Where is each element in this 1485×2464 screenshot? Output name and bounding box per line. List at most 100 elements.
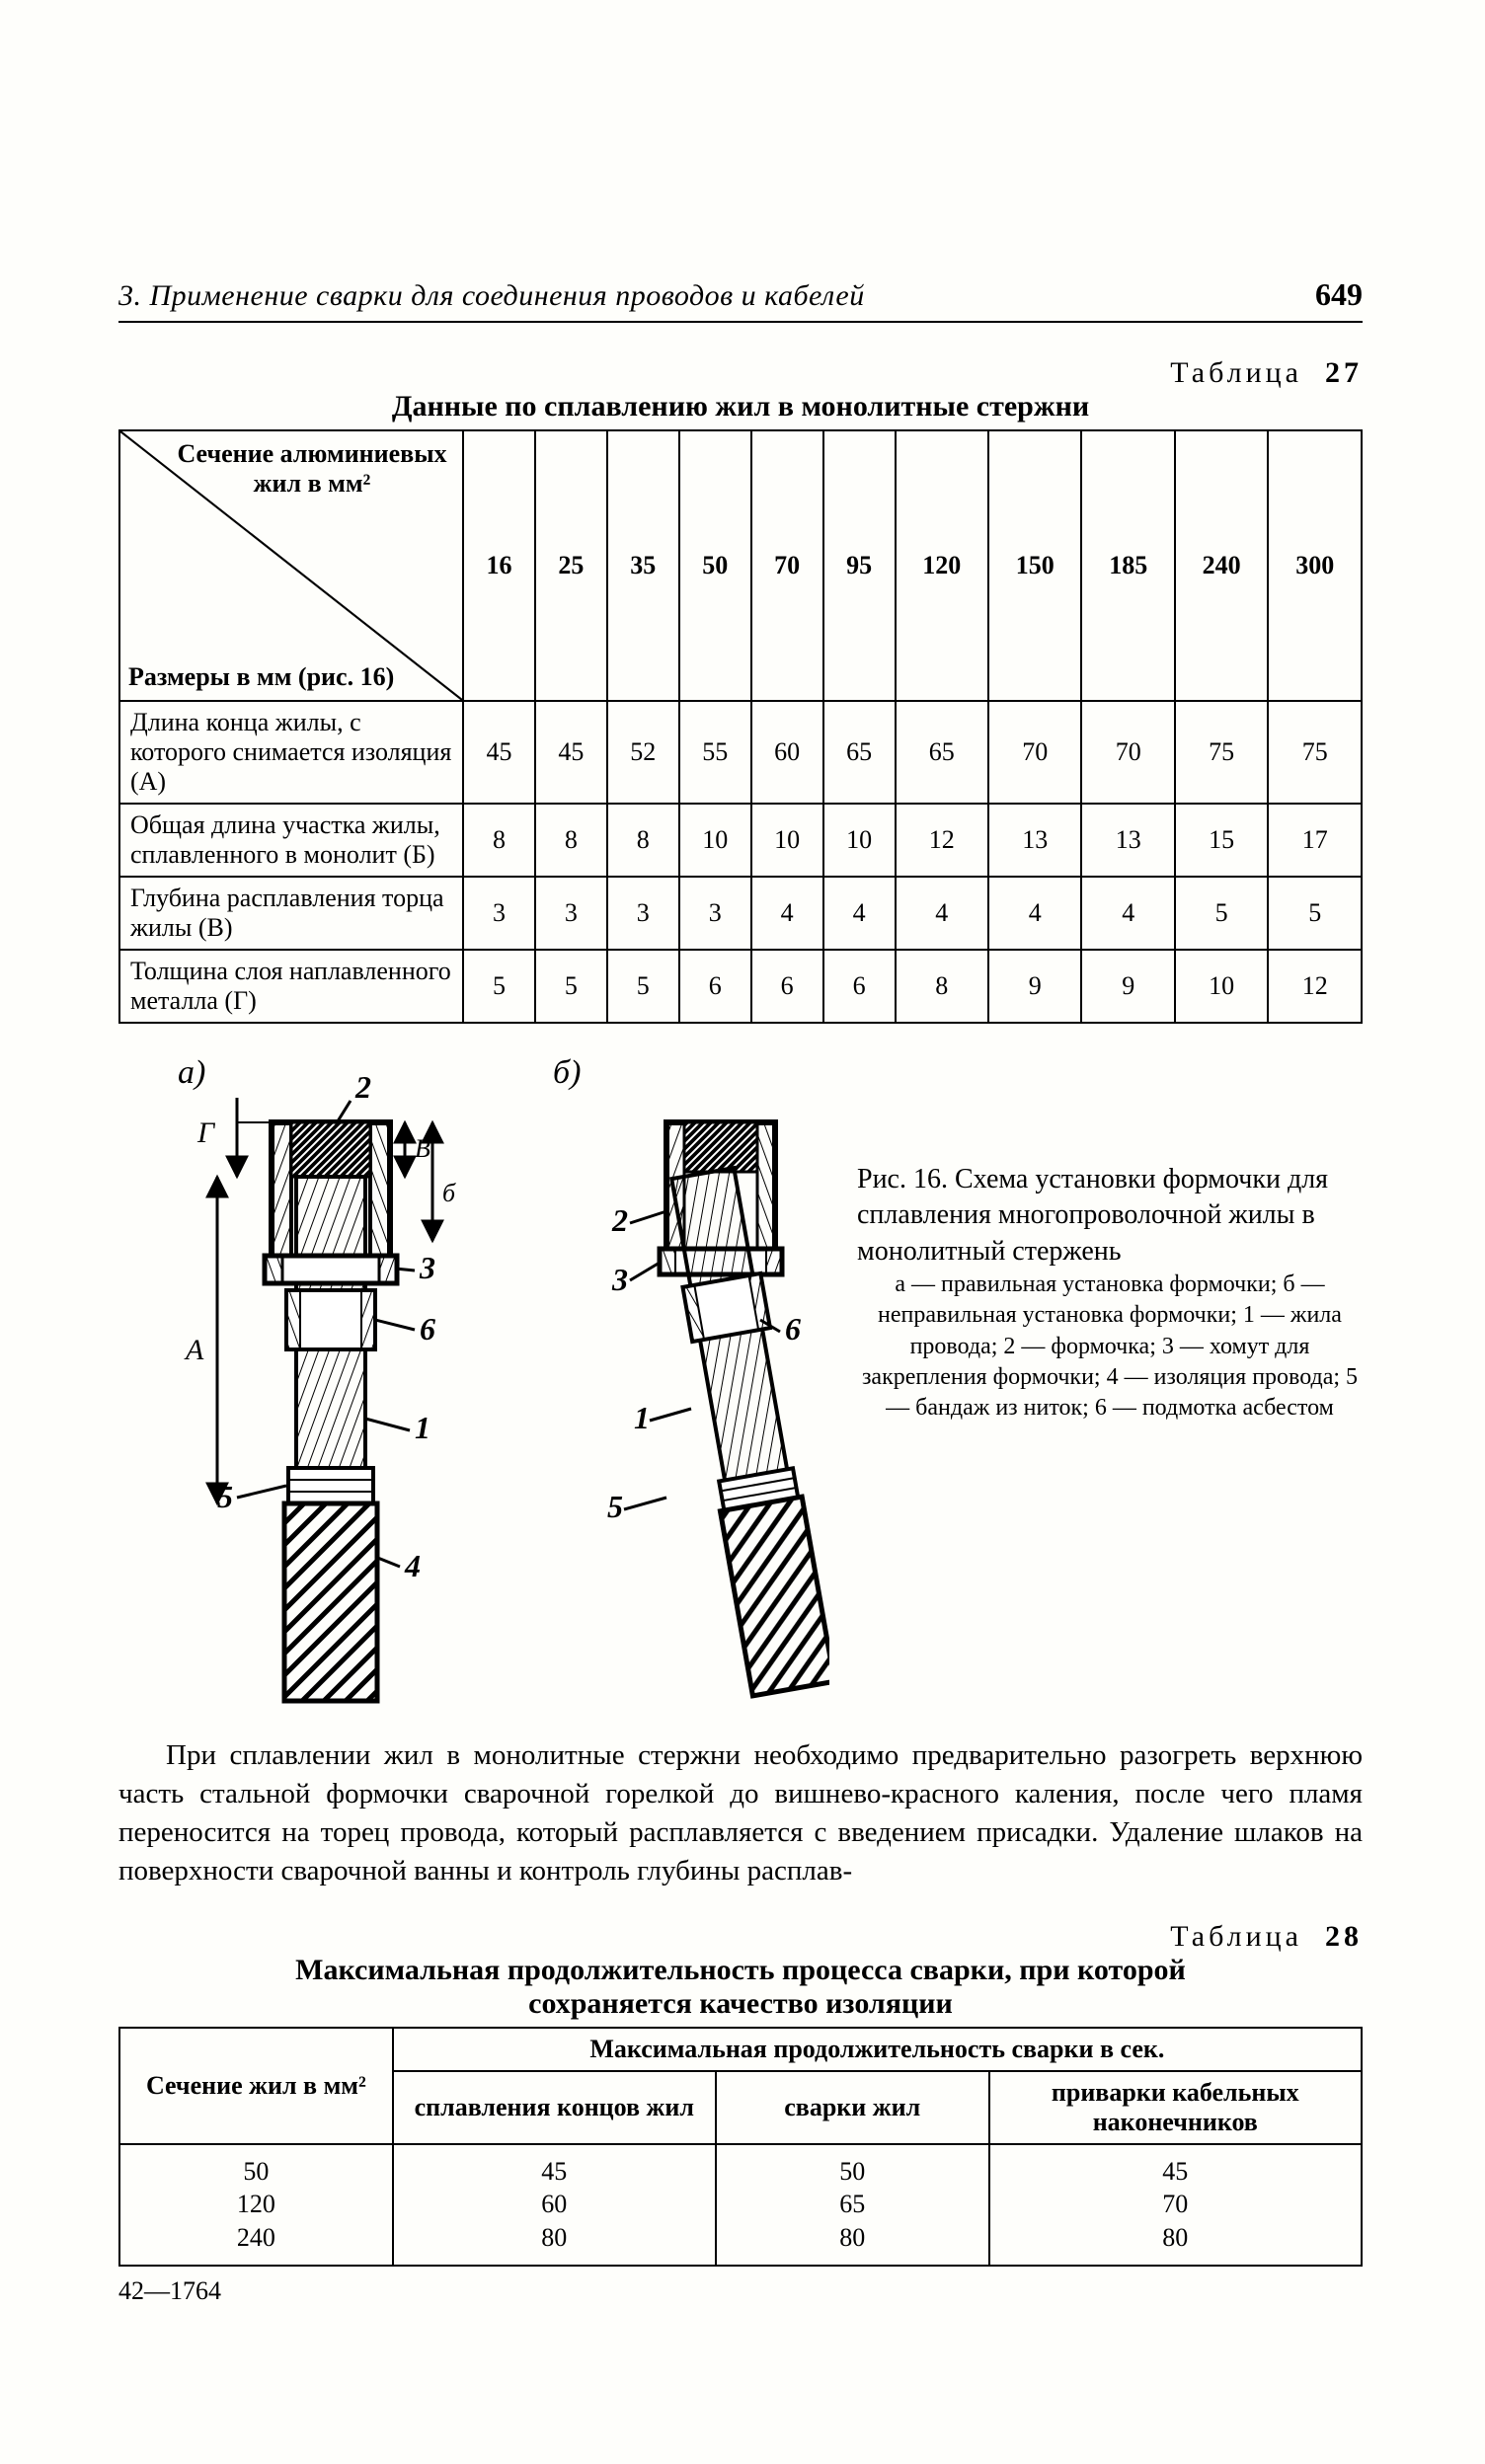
fig-dim-A: А [184,1334,204,1366]
table27-cell: 12 [896,804,988,877]
table27-caption: Данные по сплавлению жил в монолитные ст… [118,390,1363,424]
fig-label-a: а) [178,1054,205,1091]
fig-callout-2b: 2 [611,1202,628,1238]
table27-diag-header: Сечение алюминиевых жил в мм² Размеры в … [119,430,463,701]
table27-col: 185 [1081,430,1174,701]
table27-cell: 4 [823,877,896,950]
t28-head-span: Максимальная продолжительность сварки в … [393,2028,1362,2071]
table27-cell: 5 [463,950,535,1023]
table27-cell: 55 [679,701,751,804]
table27-cell: 70 [988,701,1081,804]
table27-row-label: Глубина расплавления торца жилы (В) [119,877,463,950]
table27-cell: 45 [535,701,607,804]
table27-cell: 6 [823,950,896,1023]
table27-cell: 6 [679,950,751,1023]
table27-cell: 12 [1268,950,1362,1023]
table27-cell: 3 [535,877,607,950]
fig-callout-2a: 2 [354,1069,371,1105]
table27-cell: 75 [1175,701,1268,804]
fig-callout-1b: 1 [634,1400,650,1435]
t28-head-col0: Сечение жил в мм² [119,2028,393,2144]
table27-col: 70 [751,430,823,701]
table27-cell: 10 [751,804,823,877]
table27-col: 25 [535,430,607,701]
table27-label-word: Таблица [1170,356,1302,389]
table27-cell: 4 [1081,877,1174,950]
figure16-svg: а) [118,1043,829,1715]
fig-dim-B: В [415,1134,430,1163]
table27-cell: 9 [1081,950,1174,1023]
table27-cell: 65 [823,701,896,804]
table27: Сечение алюминиевых жил в мм² Размеры в … [118,429,1363,1024]
table27-cell: 6 [751,950,823,1023]
t28-head-c1: сплавления концов жил [393,2071,716,2144]
table27-cell: 13 [988,804,1081,877]
table28-label: Таблица 28 [118,1920,1363,1954]
table27-cell: 52 [607,701,679,804]
table27-cell: 13 [1081,804,1174,877]
table27-diag-bottom: Размеры в мм (рис. 16) [128,662,394,692]
table27-cell: 8 [463,804,535,877]
fig-callout-4a: 4 [404,1548,421,1583]
table27-row-label: Общая длина участка жилы, сплавленного в… [119,804,463,877]
table27-cell: 10 [679,804,751,877]
figure16: а) [118,1043,1363,1715]
table27-label-num: 27 [1325,356,1363,389]
print-signature: 42—1764 [118,2276,1363,2306]
t28-head-c3: приварки кабельных наконечников [989,2071,1362,2144]
table27-cell: 3 [679,877,751,950]
table27-row-label: Длина конца жилы, с которого снимается и… [119,701,463,804]
table28-caption: Максимальная продолжительность процесса … [118,1954,1363,2021]
table27-cell: 8 [535,804,607,877]
table27-cell: 8 [896,950,988,1023]
table27-cell: 4 [896,877,988,950]
running-head: 3. Применение сварки для соединения пров… [118,276,1363,323]
table27-cell: 9 [988,950,1081,1023]
fig-label-b: б) [553,1054,581,1091]
section-title: 3. Применение сварки для соединения пров… [118,279,865,313]
table28: Сечение жил в мм² Максимальная продолжит… [118,2027,1363,2267]
t28-col2: 506580 [716,2144,989,2266]
figure16-caption: Рис. 16. Схема установки формочки для сп… [857,1043,1363,1715]
figure16-caption-key: а — правильная установка формочки; б — н… [857,1270,1363,1424]
table27-col: 240 [1175,430,1268,701]
table27-cell: 5 [535,950,607,1023]
page-number: 649 [1315,276,1363,313]
t28-head-c2: сварки жил [716,2071,989,2144]
table27-cell: 4 [988,877,1081,950]
table27-col: 150 [988,430,1081,701]
fig-callout-1a: 1 [415,1410,430,1445]
table27-col: 95 [823,430,896,701]
table27-col: 16 [463,430,535,701]
fig-callout-3b: 3 [611,1262,628,1297]
table27-col: 35 [607,430,679,701]
table28-caption-2: сохраняется качество изоляции [528,1987,953,2020]
fig-callout-5a: 5 [217,1479,233,1514]
table27-cell: 10 [823,804,896,877]
fig-callout-3a: 3 [419,1250,435,1285]
table28-label-num: 28 [1325,1920,1363,1953]
t28-col1: 456080 [393,2144,716,2266]
table27-cell: 65 [896,701,988,804]
fig-dim-b2: б [442,1179,456,1207]
table28-caption-1: Максимальная продолжительность процесса … [295,1954,1186,1986]
table27-cell: 15 [1175,804,1268,877]
table27-diag-top: Сечение алюминиевых жил в мм² [170,439,454,499]
t28-col3: 457080 [989,2144,1362,2266]
fig-callout-6b: 6 [785,1311,801,1347]
figure16-caption-main: Рис. 16. Схема установки формочки для сп… [857,1164,1328,1267]
table27-cell: 60 [751,701,823,804]
table27-col: 50 [679,430,751,701]
fig-dim-G: Г [196,1116,216,1149]
table27-cell: 3 [463,877,535,950]
body-paragraph: При сплавлении жил в монолитные стержни … [118,1736,1363,1891]
table27-row-label: Толщина слоя наплавленного металла (Г) [119,950,463,1023]
table28-label-word: Таблица [1170,1920,1302,1953]
table27-col: 120 [896,430,988,701]
table27-cell: 75 [1268,701,1362,804]
table27-cell: 10 [1175,950,1268,1023]
table27-cell: 45 [463,701,535,804]
table27-cell: 5 [607,950,679,1023]
fig-callout-6a: 6 [420,1311,435,1347]
table27-cell: 5 [1268,877,1362,950]
